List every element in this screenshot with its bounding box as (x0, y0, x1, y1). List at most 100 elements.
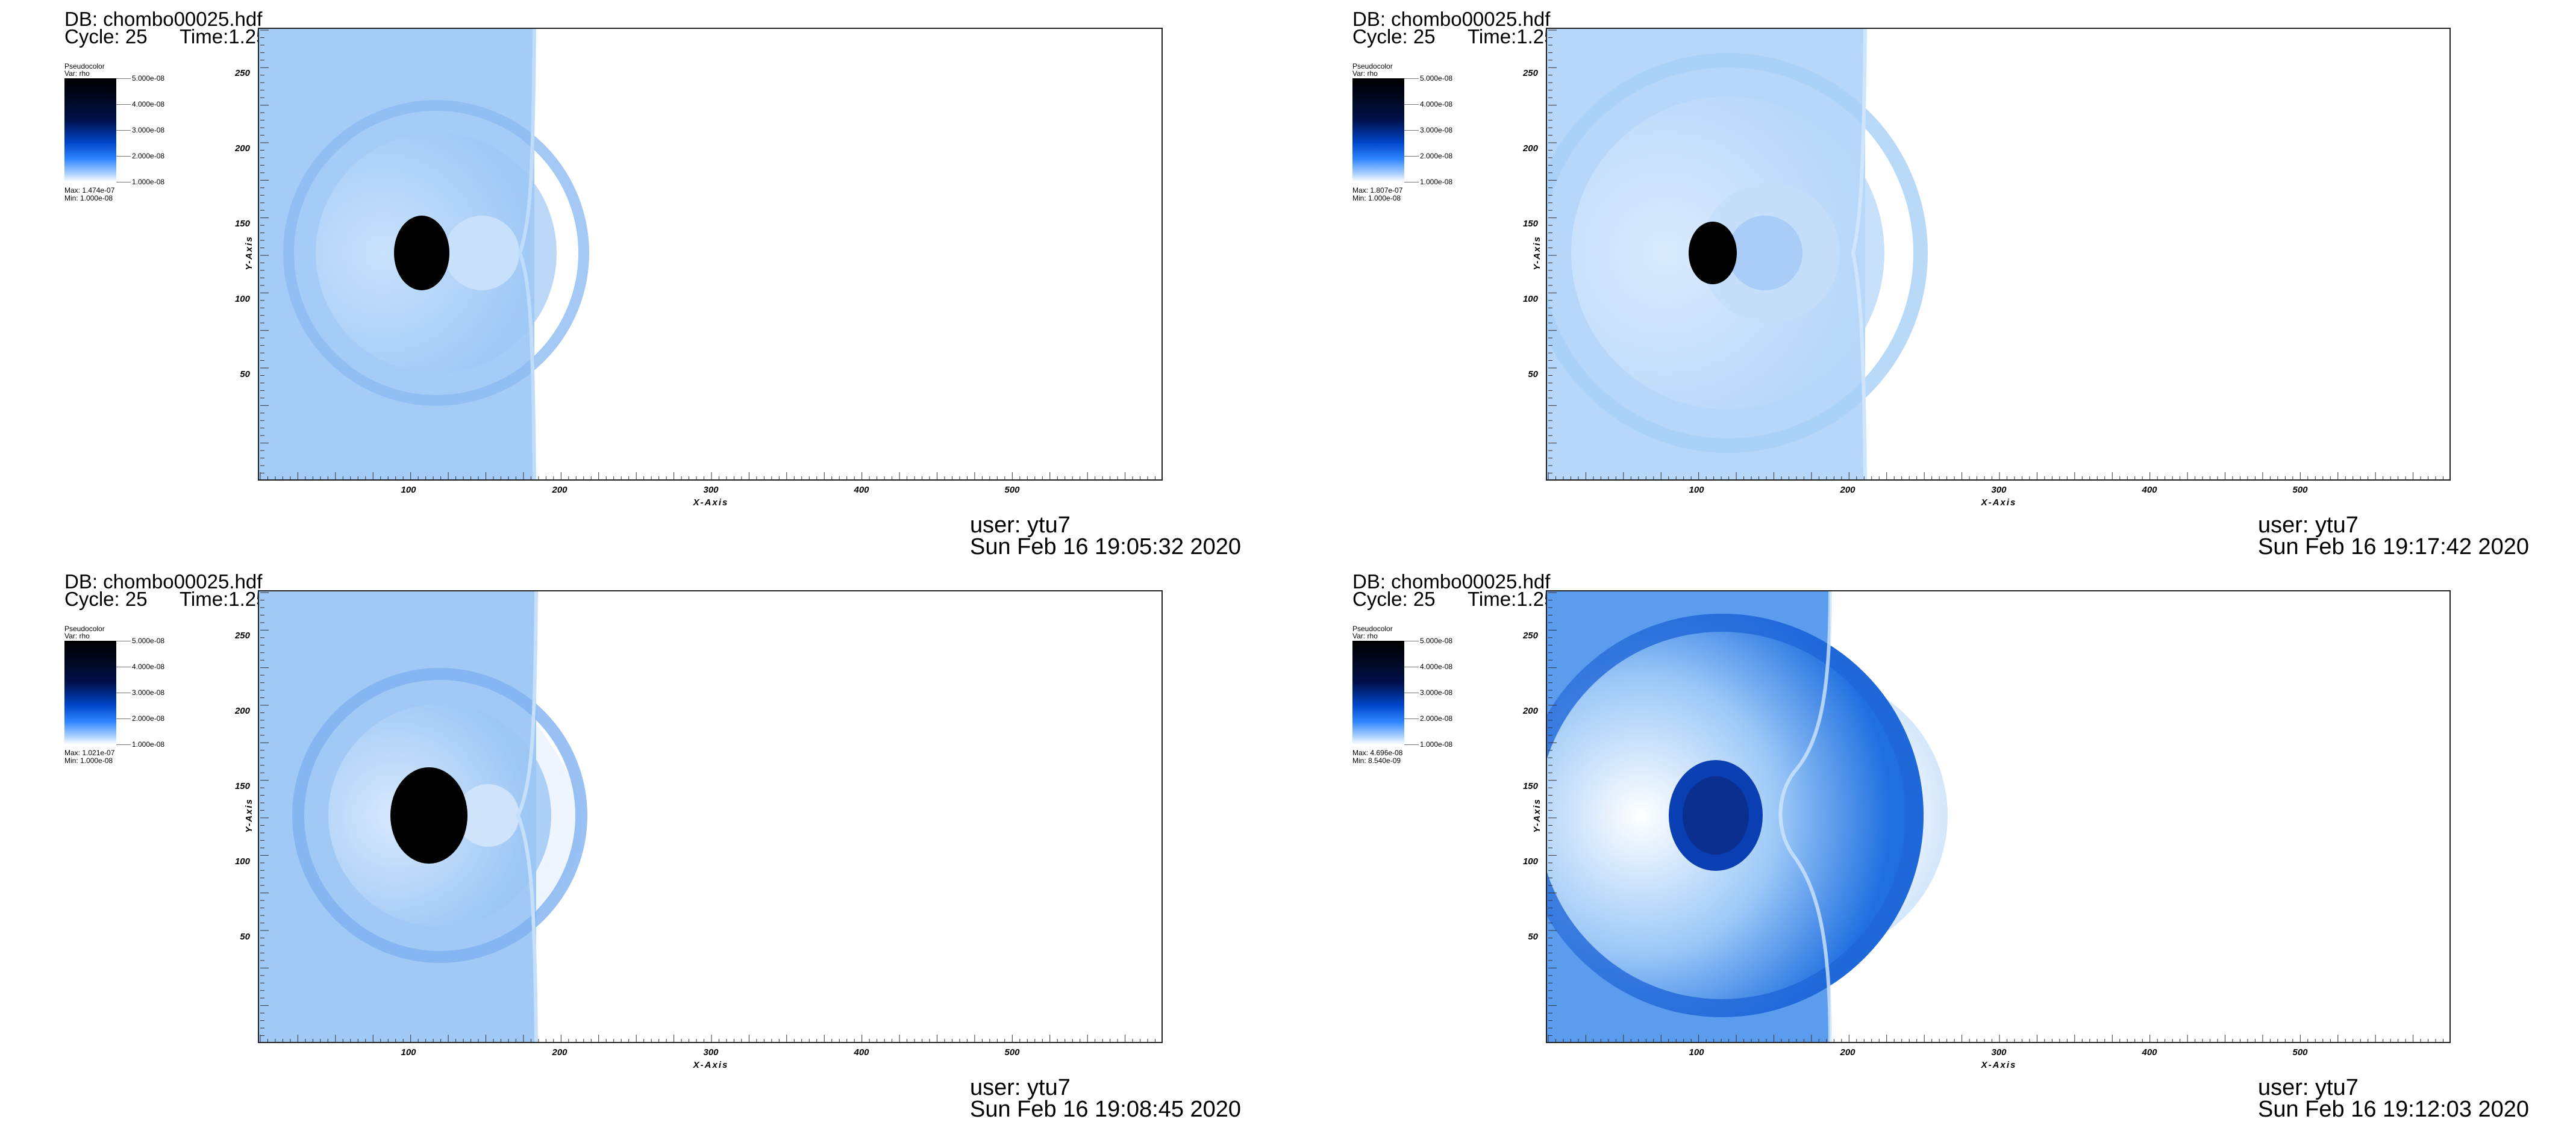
legend-min: Min: 1.000e-08 (64, 756, 113, 765)
x-tick-label: 300 (1991, 485, 2007, 495)
y-tick-label: 200 (1522, 143, 1538, 154)
x-tick-label: 500 (1004, 485, 1020, 495)
y-axis-title: Y-Axis (1532, 235, 1542, 270)
cycle-label: Cycle: 25 (1352, 25, 1436, 48)
user-label: user: ytu7 (970, 513, 1071, 538)
db-label: DB: chombo00025.hdf (64, 570, 263, 593)
y-tick-label: 100 (1522, 294, 1538, 304)
x-tick-label: 100 (401, 1047, 416, 1058)
x-tick-label: 100 (1689, 1047, 1704, 1058)
x-axis-title: X-Axis (1981, 497, 2017, 508)
x-tick-label: 200 (1840, 1047, 1855, 1058)
user-label: user: ytu7 (2258, 1075, 2359, 1100)
colorbar (64, 78, 116, 182)
y-tick-label: 150 (234, 219, 250, 229)
legend-max: Max: 1.807e-07 (1352, 186, 1403, 195)
db-label: DB: chombo00025.hdf (1352, 8, 1551, 30)
x-tick-label: 400 (854, 1047, 869, 1058)
x-axis-title: X-Axis (1981, 1060, 2017, 1070)
y-tick-label: 250 (1522, 631, 1538, 641)
user-label: user: ytu7 (2258, 513, 2359, 538)
legend-tick: 4.000e-08 (1420, 662, 1453, 671)
density-field (1547, 591, 2444, 1042)
x-tick-label: 500 (1004, 1047, 1020, 1058)
legend-tick: 5.000e-08 (1420, 637, 1453, 645)
date-label: Sun Feb 16 19:05:32 2020 (970, 534, 1242, 559)
y-tick-label: 150 (1522, 219, 1538, 229)
x-tick-label: 400 (2142, 485, 2157, 495)
x-tick-label: 500 (2292, 1047, 2308, 1058)
date-label: Sun Feb 16 19:08:45 2020 (970, 1097, 1242, 1122)
legend-tick: 4.000e-08 (132, 662, 165, 671)
y-tick-label: 200 (1522, 706, 1538, 716)
render-window-1: DB: chombo00025.hdf Cycle: 25 Time:1.25e… (0, 0, 1288, 562)
y-tick-label: 150 (1522, 781, 1538, 791)
legend-tick: 3.000e-08 (132, 126, 165, 134)
legend-tick: 4.000e-08 (1420, 100, 1453, 108)
colorbar (64, 641, 116, 744)
legend-max: Max: 4.696e-08 (1352, 749, 1403, 757)
x-tick-label: 300 (1991, 1047, 2007, 1058)
density-field (259, 29, 1156, 479)
y-tick-label: 50 (240, 932, 250, 942)
legend-title: Pseudocolor (1352, 625, 1393, 633)
legend-tick: 5.000e-08 (132, 637, 165, 645)
x-tick-label: 300 (703, 1047, 719, 1058)
y-tick-label: 200 (234, 143, 250, 154)
y-tick-label: 50 (240, 369, 250, 379)
legend-tick: 1.000e-08 (132, 740, 165, 749)
plot-area[interactable] (258, 28, 1163, 481)
legend-tick: 1.000e-08 (1420, 178, 1453, 186)
cycle-label: Cycle: 25 (1352, 588, 1436, 610)
y-tick-label: 100 (234, 294, 250, 304)
x-tick-label: 400 (854, 485, 869, 495)
cycle-label: Cycle: 25 (64, 588, 148, 610)
legend-tick: 2.000e-08 (132, 714, 165, 723)
y-tick-label: 100 (234, 856, 250, 867)
legend-tick: 4.000e-08 (132, 100, 165, 108)
y-tick-label: 250 (234, 68, 250, 78)
x-tick-label: 300 (703, 485, 719, 495)
x-tick-label: 500 (2292, 485, 2308, 495)
x-tick-label: 100 (1689, 485, 1704, 495)
x-tick-label: 100 (401, 485, 416, 495)
legend-tick: 3.000e-08 (1420, 126, 1453, 134)
legend-max: Max: 1.021e-07 (64, 749, 115, 757)
plot-area[interactable] (1546, 28, 2451, 481)
x-axis-title: X-Axis (693, 497, 729, 508)
plot-area[interactable] (258, 590, 1163, 1043)
legend-var: Var: rho (1352, 632, 1378, 640)
render-window-4: DB: chombo00025.hdf Cycle: 25 Time:1.25e… (1288, 562, 2576, 1125)
density-field (259, 591, 1156, 1042)
colorbar (1352, 78, 1404, 182)
legend-tick: 2.000e-08 (132, 152, 165, 160)
date-label: Sun Feb 16 19:17:42 2020 (2258, 534, 2530, 559)
y-tick-label: 250 (1522, 68, 1538, 78)
render-window-2: DB: chombo00025.hdf Cycle: 25 Time:1.25e… (1288, 0, 2576, 562)
legend-title: Pseudocolor (1352, 62, 1393, 70)
cycle-label: Cycle: 25 (64, 25, 148, 48)
legend-min: Min: 8.540e-09 (1352, 756, 1401, 765)
legend-tick: 3.000e-08 (1420, 688, 1453, 697)
legend-title: Pseudocolor (64, 625, 105, 633)
plot-area[interactable] (1546, 590, 2451, 1043)
density-field (1547, 29, 2444, 479)
user-label: user: ytu7 (970, 1075, 1071, 1100)
y-tick-label: 50 (1528, 369, 1538, 379)
y-tick-label: 50 (1528, 932, 1538, 942)
legend-tick: 2.000e-08 (1420, 714, 1453, 723)
legend-tick: 1.000e-08 (1420, 740, 1453, 749)
legend-tick: 3.000e-08 (132, 688, 165, 697)
x-tick-label: 400 (2142, 1047, 2157, 1058)
colorbar (1352, 641, 1404, 744)
x-tick-label: 200 (552, 1047, 567, 1058)
y-tick-label: 200 (234, 706, 250, 716)
db-label: DB: chombo00025.hdf (1352, 570, 1551, 593)
legend-tick: 5.000e-08 (132, 74, 165, 83)
legend-tick: 1.000e-08 (132, 178, 165, 186)
y-tick-label: 150 (234, 781, 250, 791)
legend-var: Var: rho (64, 632, 90, 640)
y-axis-title: Y-Axis (244, 235, 254, 270)
db-label: DB: chombo00025.hdf (64, 8, 263, 30)
legend-var: Var: rho (64, 69, 90, 78)
